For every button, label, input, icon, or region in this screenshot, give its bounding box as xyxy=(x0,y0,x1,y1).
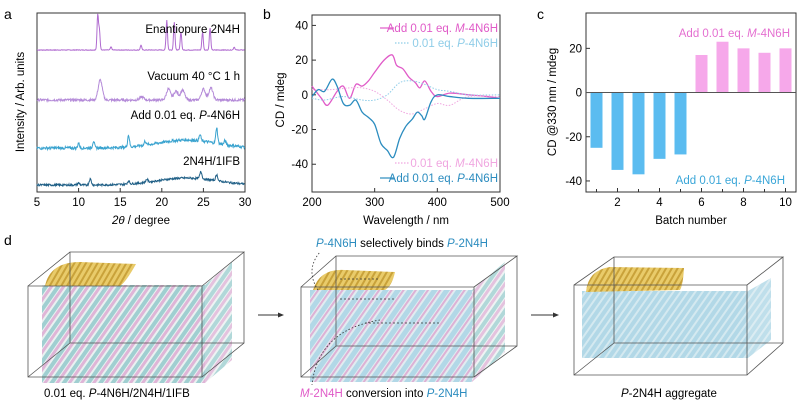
cd-batch-bar-chart: Batch number CD @330 nm / mdeg 2 4 6 8 10 20 0… xyxy=(547,12,797,227)
cd-spectrum-line xyxy=(311,54,501,107)
cd-y-tick-label: -40 xyxy=(291,159,308,171)
cd-y-tick-label: 0 xyxy=(302,90,308,102)
bar-batch-6 xyxy=(695,54,708,93)
bar-plot-frame xyxy=(585,12,797,193)
bar-batch-3 xyxy=(632,92,645,175)
bar-batch-7 xyxy=(716,41,729,93)
cd-spectrum-line xyxy=(311,87,501,115)
xrd-x-tick-label: 25 xyxy=(197,197,210,209)
cd-legend-label: 0.01 eq. P-4N6H xyxy=(412,38,498,50)
bar-batch-10 xyxy=(779,48,792,93)
legend-italic: M xyxy=(455,158,465,170)
bar-y-tick-label: 20 xyxy=(569,43,582,55)
bar-ylabel: CD @330 nm / mdeg xyxy=(547,48,559,156)
xrd-label-2n4h-1ifb: 2N4H/1IFB xyxy=(183,156,240,168)
cd-spectrum-line xyxy=(311,78,501,159)
bar-batch-1 xyxy=(590,92,603,148)
bar-annotation-p: Add 0.01 eq. P-4N6H xyxy=(676,175,785,187)
crystal-diagram: 0.01 eq. P-4N6H/2N4H/1IFB P-4N6H selecti… xyxy=(27,238,785,400)
legend-suffix: -4N6H xyxy=(465,38,498,50)
crystal-box-initial xyxy=(27,251,246,383)
bar-batch-2 xyxy=(611,92,624,170)
bar-y-tick-label: -40 xyxy=(565,176,582,188)
bar-xlabel: Batch number xyxy=(655,215,727,227)
panel-label-c: c xyxy=(537,6,544,22)
cd-x-tick-label: 400 xyxy=(428,197,447,209)
xrd-label-vacuum: Vacuum 40 °C 1 h xyxy=(147,71,240,83)
legend-italic: M xyxy=(455,23,465,35)
caption-binding: P-4N6H selectively binds P-2N4H xyxy=(316,238,488,250)
xrd-pattern-line xyxy=(36,170,245,188)
cd-spectrum-line xyxy=(311,80,501,102)
cd-legend-label: 0.01 eq. M-4N6H xyxy=(410,158,498,170)
cd-x-tick-label: 300 xyxy=(365,197,384,209)
legend-suffix: -4N6H xyxy=(465,173,498,185)
dotted-arrow-up xyxy=(311,251,321,291)
panel-label-d: d xyxy=(4,232,12,248)
xrd-x-tick-label: 10 xyxy=(72,197,85,209)
bar-batch-4 xyxy=(653,92,666,159)
xrd-ylabel: Intensity / Arb. units xyxy=(15,52,27,153)
bar-batch-5 xyxy=(674,92,687,155)
cd-plot-frame xyxy=(311,14,501,193)
bar-x-tick-label: 6 xyxy=(698,197,704,209)
reaction-arrow-2 xyxy=(531,312,559,318)
bar-y-tick-label: -20 xyxy=(565,132,582,144)
xrd-x-tick-label: 30 xyxy=(239,197,252,209)
panel-label-a: a xyxy=(4,6,12,22)
cd-x-tick-label: 200 xyxy=(302,197,321,209)
gold-layer xyxy=(586,267,684,292)
xrd-label-add-p: Add 0.01 eq. P-4N6H xyxy=(131,110,240,122)
gold-layer xyxy=(45,262,136,286)
legend-prefix: 0.01 eq. xyxy=(410,158,455,170)
bar-annotation-m: Add 0.01 eq. M-4N6H xyxy=(679,28,790,40)
legend-italic: P xyxy=(457,38,465,50)
xrd-plot-frame xyxy=(36,12,246,193)
cd-x-tick-label: 500 xyxy=(490,197,509,209)
xrd-label-enantiopure: Enantiopure 2N4H xyxy=(145,24,240,36)
unit-cell-outline xyxy=(573,256,785,376)
bar-x-tick-label: 2 xyxy=(614,197,620,209)
unit-cell-outline xyxy=(27,251,246,378)
legend-suffix: -4N6H xyxy=(465,23,498,35)
cd-legend-label: Add 0.01 eq. P-4N6H xyxy=(389,173,498,185)
dotted-arrow-down xyxy=(311,319,381,386)
legend-suffix: -4N6H xyxy=(465,158,498,170)
xrd-xlabel: 2θ / degree xyxy=(111,215,170,227)
xrd-x-tick-label: 5 xyxy=(34,197,40,209)
xrd-pattern-line xyxy=(36,78,246,104)
caption-conversion: M-2N4H conversion into P-2N4H xyxy=(300,388,467,400)
cd-y-tick-label: -20 xyxy=(291,125,308,137)
cd-y-tick-label: 20 xyxy=(295,55,308,67)
xrd-pattern-line xyxy=(36,127,246,152)
xrd-pattern-line xyxy=(37,13,245,51)
legend-prefix: 0.01 eq. xyxy=(412,38,457,50)
gold-layer xyxy=(313,269,395,290)
xrd-x-tick-label: 15 xyxy=(114,197,127,209)
xrd-chart: 2θ / degree Intensity / Arb. units 5 10 15… xyxy=(15,12,252,227)
bar-y-tick-label: 0 xyxy=(576,88,582,100)
crystal-box-intermediate xyxy=(300,251,519,386)
xrd-x-tick-label: 20 xyxy=(155,197,168,209)
crystal-box-final xyxy=(573,256,785,376)
cd-spectrum-chart: Wavelength / nm CD / mdeg 200 300 400 50040… xyxy=(275,14,510,227)
bar-batch-9 xyxy=(758,52,771,93)
bar-x-tick-label: 8 xyxy=(740,197,746,209)
cd-y-tick-label: 40 xyxy=(295,20,308,32)
caption-initial: 0.01 eq. P-4N6H/2N4H/1IFB xyxy=(44,388,190,400)
legend-prefix: Add 0.01 eq. xyxy=(387,23,455,35)
bar-x-tick-label: 10 xyxy=(779,197,792,209)
legend-prefix: Add 0.01 eq. xyxy=(389,173,457,185)
legend-italic: P xyxy=(457,173,465,185)
unit-cell-outline xyxy=(300,255,519,378)
cd-legend-label: Add 0.01 eq. M-4N6H xyxy=(387,23,498,35)
bar-x-tick-label: 4 xyxy=(656,197,663,209)
reaction-arrow-1 xyxy=(258,312,284,318)
cd-xlabel: Wavelength / nm xyxy=(363,215,449,227)
bar-batch-8 xyxy=(737,48,750,93)
caption-final: P-2N4H aggregate xyxy=(621,388,717,400)
cd-ylabel: CD / mdeg xyxy=(275,73,287,128)
panel-label-b: b xyxy=(263,6,271,22)
